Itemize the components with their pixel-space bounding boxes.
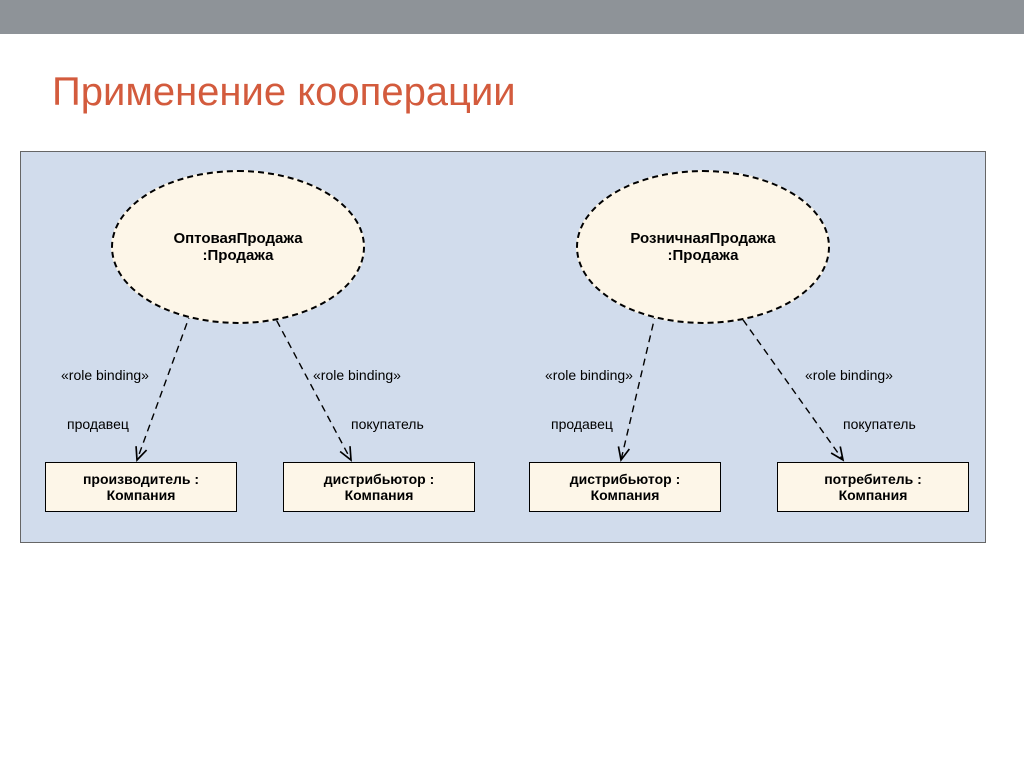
role-label: продавец	[67, 416, 129, 432]
collab-name: ОптоваяПродажа	[173, 230, 302, 247]
role-binding-edge	[621, 312, 656, 460]
stereotype-label: «role binding»	[805, 367, 893, 383]
class-instance: производитель :	[56, 471, 226, 487]
collaboration-ellipse: РозничнаяПродажа:Продажа	[576, 170, 830, 324]
collaboration-ellipse: ОптоваяПродажа:Продажа	[111, 170, 365, 324]
stereotype-label: «role binding»	[61, 367, 149, 383]
class-type: Компания	[56, 487, 226, 503]
collab-type: :Продажа	[203, 247, 274, 264]
class-box: производитель :Компания	[45, 462, 237, 512]
role-binding-edge	[271, 310, 351, 460]
stereotype-label: «role binding»	[313, 367, 401, 383]
collab-name: РозничнаяПродажа	[630, 230, 775, 247]
class-type: Компания	[540, 487, 710, 503]
role-label: покупатель	[351, 416, 424, 432]
role-binding-edge	[736, 310, 843, 460]
diagram: ОптоваяПродажа:ПродажаРозничнаяПродажа:П…	[20, 151, 986, 543]
class-box: потребитель :Компания	[777, 462, 969, 512]
role-binding-edge	[137, 312, 191, 460]
top-ribbon	[0, 0, 1024, 34]
class-type: Компания	[788, 487, 958, 503]
role-label: покупатель	[843, 416, 916, 432]
stereotype-label: «role binding»	[545, 367, 633, 383]
class-box: дистрибьютор :Компания	[283, 462, 475, 512]
class-box: дистрибьютор :Компания	[529, 462, 721, 512]
collab-type: :Продажа	[668, 247, 739, 264]
class-instance: дистрибьютор :	[540, 471, 710, 487]
role-label: продавец	[551, 416, 613, 432]
class-type: Компания	[294, 487, 464, 503]
class-instance: дистрибьютор :	[294, 471, 464, 487]
class-instance: потребитель :	[788, 471, 958, 487]
page-title: Применение кооперации	[52, 70, 1024, 115]
